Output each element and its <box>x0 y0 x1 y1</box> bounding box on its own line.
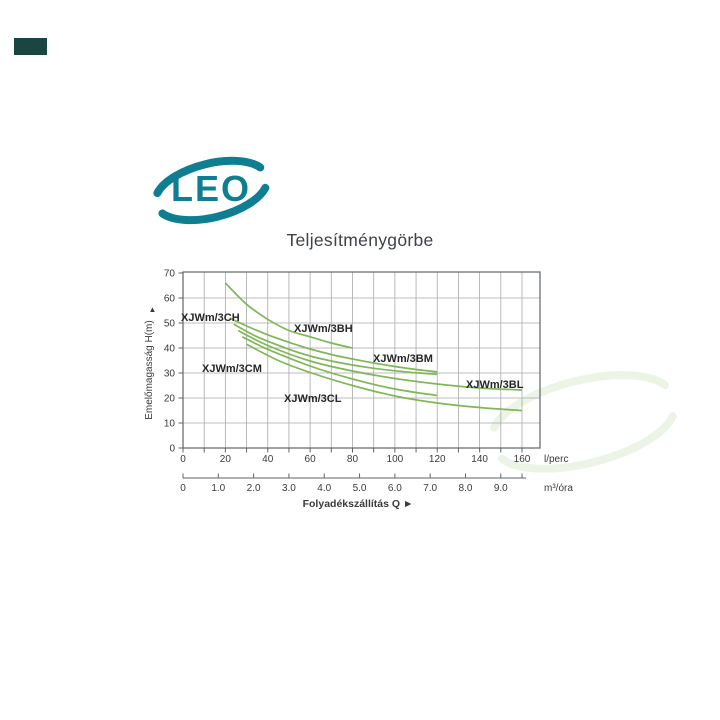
y-axis-labels: 0 10 20 30 40 50 60 70 <box>164 269 176 455</box>
svg-text:50: 50 <box>164 319 176 330</box>
svg-text:30: 30 <box>164 369 176 380</box>
svg-text:140: 140 <box>471 454 488 465</box>
secondary-x-axis-unit: m³/óra <box>544 483 573 494</box>
logo-swoosh-bottom-icon <box>158 183 270 225</box>
x-axis-labels: 0 20 40 60 80 100 120 140 160 l/perc <box>180 454 568 465</box>
svg-text:5.0: 5.0 <box>353 483 367 494</box>
secondary-x-axis: 0 1.0 2.0 3.0 4.0 5.0 6.0 7.0 8.0 9.0 m³/óra <box>180 473 573 494</box>
y-axis-arrow-icon: ▲ <box>149 305 157 314</box>
curve-label-XJWm/3BH: XJWm/3BH <box>294 323 353 335</box>
svg-text:1.0: 1.0 <box>211 483 225 494</box>
svg-text:3.0: 3.0 <box>282 483 296 494</box>
svg-text:0: 0 <box>169 444 175 455</box>
logo-swoosh-top-icon <box>153 156 265 198</box>
plot-border <box>182 271 541 449</box>
logo-swoosh-icon <box>153 156 270 225</box>
x-axis-caption: Folyadékszállítás Q ► <box>303 498 414 510</box>
corner-mark <box>14 38 47 55</box>
curve-XJWm/3BL <box>237 329 523 391</box>
axis-ticks <box>178 272 523 453</box>
svg-text:40: 40 <box>262 454 274 465</box>
curve-XJWm/3BH <box>224 282 353 349</box>
svg-text:20: 20 <box>220 454 232 465</box>
curve-label-XJWm/3BM: XJWm/3BM <box>373 353 433 365</box>
svg-text:70: 70 <box>164 269 176 280</box>
curve-XJWm/3CL <box>246 343 523 412</box>
curve-XJWm/3CH <box>229 317 438 373</box>
svg-text:60: 60 <box>305 454 317 465</box>
svg-text:7.0: 7.0 <box>423 483 437 494</box>
svg-text:80: 80 <box>347 454 359 465</box>
svg-text:4.0: 4.0 <box>317 483 331 494</box>
curve-label-XJWm/3CH: XJWm/3CH <box>181 312 240 324</box>
svg-text:2.0: 2.0 <box>247 483 261 494</box>
logo-text: LEO <box>171 168 251 209</box>
svg-text:10: 10 <box>164 419 176 430</box>
svg-text:Emelőmagasság H(m): Emelőmagasság H(m) <box>144 320 155 419</box>
svg-text:60: 60 <box>164 294 176 305</box>
leo-logo: LEO <box>153 156 270 225</box>
curve-labels: XJWm/3BH XJWm/3CH XJWm/3BM XJWm/3BL XJWm/3CM… <box>181 312 524 405</box>
svg-text:Folyadékszállítás Q ►: Folyadékszállítás Q ► <box>303 498 414 510</box>
svg-text:40: 40 <box>164 344 176 355</box>
svg-text:9.0: 9.0 <box>494 483 508 494</box>
pump-curves <box>224 282 523 412</box>
svg-text:100: 100 <box>387 454 404 465</box>
y-axis-title: Emelőmagasság H(m) ▲ <box>144 305 156 420</box>
curve-XJWm/3BM <box>233 323 438 376</box>
svg-text:0: 0 <box>180 454 186 465</box>
svg-text:160: 160 <box>514 454 531 465</box>
curve-label-XJWm/3CM: XJWm/3CM <box>202 363 262 375</box>
svg-text:20: 20 <box>164 394 176 405</box>
watermark-swoosh-icon <box>490 371 677 473</box>
chart-title: Teljesítménygörbe <box>286 230 434 250</box>
svg-text:120: 120 <box>429 454 446 465</box>
svg-text:8.0: 8.0 <box>459 483 473 494</box>
x-axis-unit: l/perc <box>544 454 568 465</box>
curve-XJWm/3CM <box>241 336 438 397</box>
curve-label-XJWm/3BL: XJWm/3BL <box>466 379 524 391</box>
curve-label-XJWm/3CL: XJWm/3CL <box>284 393 342 405</box>
svg-text:6.0: 6.0 <box>388 483 402 494</box>
svg-text:0: 0 <box>180 483 186 494</box>
